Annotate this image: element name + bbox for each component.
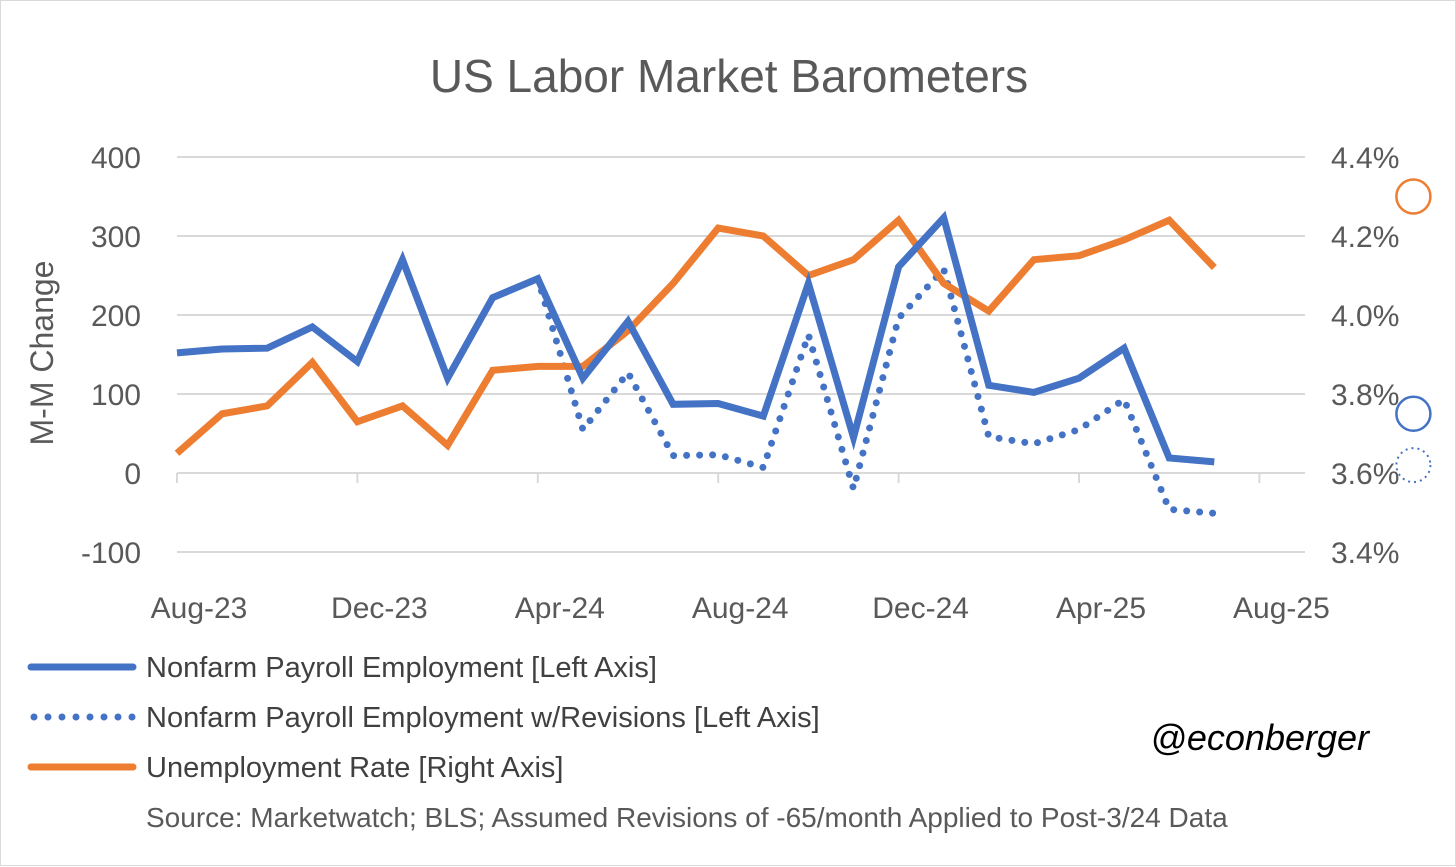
x-tick-label-2: Apr-24 [515,592,605,625]
series-line-1 [534,262,1218,517]
projection-marker-0 [1395,395,1432,432]
legend-label-0: Nonfarm Payroll Employment [Left Axis] [146,652,657,684]
legend-label-1: Nonfarm Payroll Employment w/Revisions [… [146,702,820,734]
left-axis-ticks: -100 0 100 200 300 400 [81,142,141,570]
x-tick-label-3: Aug-24 [692,592,789,625]
left-tick-label-2: 100 [91,379,141,412]
series-line-0 [176,210,1215,466]
chart-title: US Labor Market Barometers [430,50,1028,102]
legend-label-2: Unemployment Rate [Right Axis] [146,752,563,784]
right-tick-label-5: 4.4% [1331,142,1399,175]
left-tick-label-0: -100 [81,537,141,570]
series-line-2 [174,215,1217,456]
source-note: Source: Marketwatch; BLS; Assumed Revisi… [146,802,1228,833]
x-tick-label-5: Apr-25 [1056,592,1146,625]
legend: Nonfarm Payroll Employment [Left Axis] No… [27,652,820,784]
x-tick-label-1: Dec-23 [331,592,428,625]
right-axis-ticks: 3.4% 3.6% 3.8% 4.0% 4.2% 4.4% [1331,142,1399,570]
right-tick-label-0: 3.4% [1331,537,1399,570]
left-tick-label-5: 400 [91,142,141,175]
x-tick-label-0: Aug-23 [151,592,248,625]
y-axis-title: M-M Change [24,261,60,446]
series-layer [174,178,1432,517]
left-tick-label-3: 200 [91,300,141,333]
right-tick-label-2: 3.8% [1331,379,1399,412]
x-axis: Aug-23 Dec-23 Apr-24 Aug-24 Dec-24 Apr-25 Aug-… [151,472,1330,625]
author-handle: @econberger [1150,717,1371,758]
right-tick-label-4: 4.2% [1331,221,1399,254]
projection-marker-2 [1395,178,1432,215]
x-tick-label-4: Dec-24 [872,592,969,625]
left-tick-label-4: 300 [91,221,141,254]
right-tick-label-3: 4.0% [1331,300,1399,333]
projection-marker-1 [1395,447,1432,484]
left-tick-label-1: 0 [124,458,141,491]
x-tick-label-6: Aug-25 [1233,592,1330,625]
right-tick-label-1: 3.6% [1331,458,1399,491]
